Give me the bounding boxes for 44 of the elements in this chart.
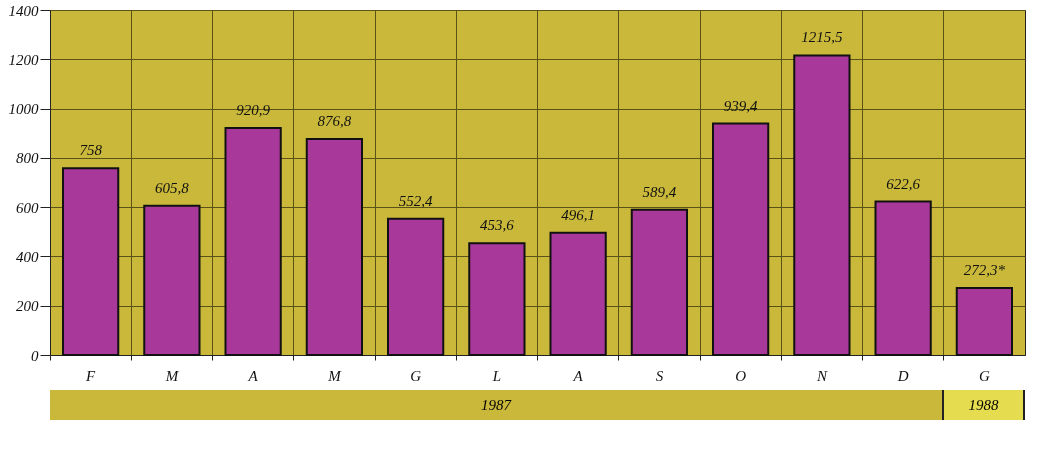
x-tick-label: M	[164, 367, 180, 384]
y-tick-label: 400	[16, 248, 39, 265]
x-tick-label: L	[491, 367, 502, 384]
bar	[955, 286, 1013, 356]
bar	[387, 217, 445, 356]
bar	[62, 167, 120, 356]
text: 1987	[50, 390, 944, 420]
x-tick-label: F	[85, 367, 97, 384]
bar	[224, 127, 282, 356]
data-label: 622,6	[886, 175, 921, 192]
x-tick-label: O	[735, 367, 747, 384]
y-tick-label: 600	[16, 199, 39, 216]
data-label: 496,1	[561, 206, 595, 223]
bar	[630, 208, 688, 356]
y-tick-label: 1000	[8, 101, 39, 118]
x-tick-label: G	[410, 367, 422, 384]
y-tick-label: 0	[31, 347, 39, 364]
y-tick-label: 800	[16, 150, 39, 167]
y-tick-label: 200	[16, 298, 39, 315]
bar	[874, 200, 932, 356]
x-tick-label: S	[655, 367, 664, 384]
data-label: 589,4	[642, 183, 677, 200]
y-tick-label: 1400	[8, 2, 39, 19]
bar	[305, 137, 363, 356]
text: 1988	[943, 390, 1025, 420]
bar	[468, 242, 526, 356]
data-label: 272,3*	[963, 261, 1006, 278]
x-tick-label: D	[896, 367, 909, 384]
bar	[549, 231, 607, 356]
y-tick-label: 1200	[8, 51, 39, 68]
x-tick-label: N	[815, 367, 828, 384]
bar	[793, 54, 851, 356]
data-label: 876,8	[317, 112, 352, 129]
data-label: 758	[79, 142, 103, 159]
x-tick-label: M	[327, 367, 343, 384]
data-label: 552,4	[398, 192, 433, 209]
data-label: 453,6	[480, 217, 515, 234]
bar	[143, 204, 201, 356]
bar	[712, 122, 770, 356]
x-tick-label: A	[572, 367, 584, 384]
data-label: 1215,5	[801, 29, 843, 46]
x-tick-label: A	[247, 367, 259, 384]
data-label: 605,8	[155, 179, 190, 196]
x-tick-label: G	[978, 367, 990, 384]
